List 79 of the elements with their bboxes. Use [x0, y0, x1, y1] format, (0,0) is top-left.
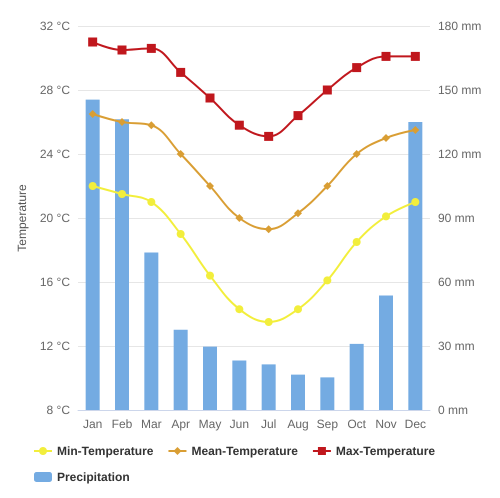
x-tick-label: Jun — [230, 417, 250, 431]
point — [118, 118, 126, 126]
point — [411, 126, 420, 134]
point — [88, 110, 97, 118]
bar — [203, 346, 217, 410]
point — [382, 212, 390, 220]
point — [235, 305, 244, 314]
y-axis-title: Temperature — [15, 184, 29, 252]
bar — [144, 252, 158, 410]
point — [206, 272, 214, 280]
point — [118, 46, 126, 54]
y2-tick-label: 30 mm — [438, 339, 475, 353]
bar — [408, 122, 422, 410]
point — [352, 238, 361, 246]
y2-tick-label: 150 mm — [438, 83, 482, 97]
bar — [350, 344, 364, 410]
y-tick-label: 12 °C — [40, 339, 70, 353]
point — [176, 68, 186, 77]
point — [323, 182, 332, 190]
x-tick-label: Oct — [347, 417, 367, 431]
point — [264, 132, 274, 141]
x-tick-label: Nov — [375, 417, 397, 431]
x-tick-label: Dec — [404, 417, 426, 431]
y2-tick-label: 120 mm — [438, 147, 482, 161]
point — [118, 190, 126, 198]
x-tick-label: Apr — [171, 417, 190, 431]
bar — [174, 330, 188, 410]
point — [323, 276, 332, 284]
point — [294, 209, 302, 218]
x-tick-label: Jan — [82, 417, 102, 431]
point — [234, 120, 244, 130]
y-tick-label: 20 °C — [40, 211, 70, 225]
point — [382, 52, 390, 61]
point — [147, 121, 156, 130]
point — [352, 150, 361, 158]
legend-label: Max-Temperature — [336, 444, 436, 458]
bar — [86, 100, 100, 410]
bar — [115, 119, 129, 410]
bar — [262, 364, 276, 410]
point — [382, 134, 390, 142]
legend-label: Mean-Temperature — [191, 444, 298, 458]
bar — [291, 374, 305, 410]
y2-tick-label: 180 mm — [438, 19, 482, 33]
x-tick-label: Sep — [316, 417, 338, 431]
point — [176, 230, 185, 238]
y2-tick-label: 90 mm — [438, 211, 475, 225]
point — [88, 182, 97, 190]
x-tick-label: May — [198, 417, 222, 431]
x-tick-label: Mar — [140, 417, 162, 431]
point — [411, 198, 420, 206]
y-tick-label: 32 °C — [40, 19, 70, 33]
legend-label: Min-Temperature — [57, 444, 154, 458]
point — [176, 150, 185, 158]
point — [264, 318, 273, 326]
y2-tick-label: 0 mm — [438, 403, 468, 417]
point — [206, 182, 214, 190]
point — [294, 305, 302, 314]
x-tick-label: Aug — [287, 417, 309, 431]
point — [264, 225, 273, 234]
point — [206, 94, 214, 102]
y-tick-label: 8 °C — [46, 403, 70, 417]
bar — [320, 377, 334, 410]
point — [322, 86, 332, 94]
point — [294, 111, 302, 120]
x-tick-label: Jul — [260, 417, 276, 431]
point — [352, 63, 362, 72]
y-tick-label: 24 °C — [40, 147, 70, 161]
bar — [232, 360, 246, 410]
bar — [379, 295, 393, 410]
x-tick-label: Feb — [112, 417, 133, 431]
legend-label: Precipitation — [57, 470, 130, 484]
y-tick-label: 16 °C — [40, 275, 70, 289]
point — [235, 214, 244, 222]
point — [147, 198, 156, 206]
point — [410, 52, 420, 61]
y-tick-label: 28 °C — [40, 83, 70, 97]
y2-tick-label: 60 mm — [438, 275, 475, 289]
point — [146, 44, 156, 53]
point — [88, 38, 98, 46]
